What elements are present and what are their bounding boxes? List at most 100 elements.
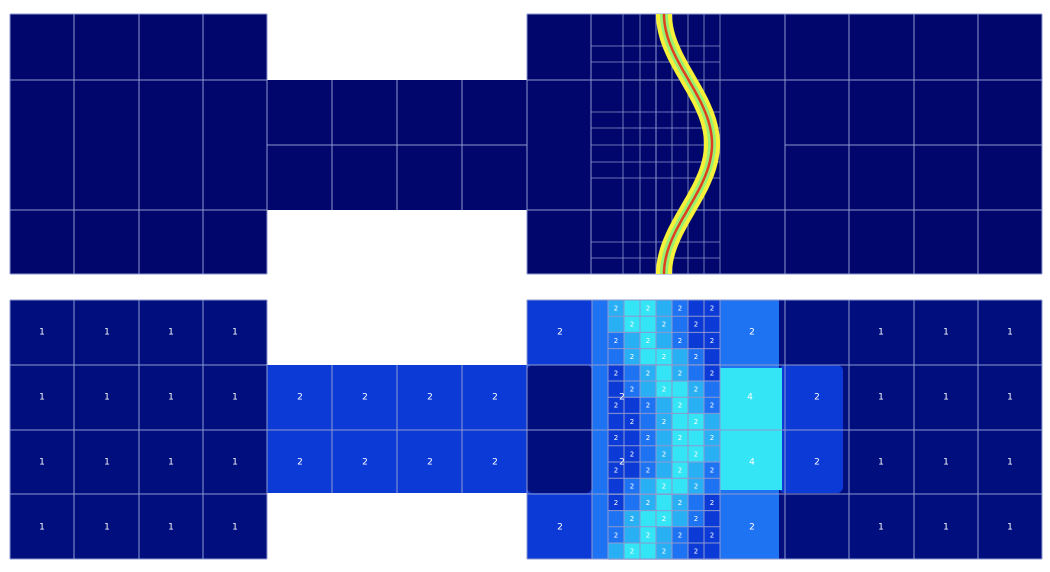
cell-label-level1: 1 [104,523,110,533]
fine-cell [608,494,624,511]
fine-cell [624,526,640,543]
fine-cell [672,445,688,462]
fine-cell [688,332,704,349]
fine-cell [672,300,688,317]
cell-label-level2: 2 [362,458,368,468]
fine-cell [688,445,704,462]
fine-cell [624,494,640,511]
cell-label-level1: 1 [878,393,884,403]
cell-label-level2: 2 [297,458,303,468]
fine-cell [688,316,704,333]
fine-cell [672,478,688,495]
fine-cell-label: 2 [646,531,650,539]
fine-cell-label: 2 [678,467,682,475]
fine-cell [640,478,656,495]
fine-cell [640,510,656,527]
fine-cell [656,381,672,398]
cell-label-level2: 2 [492,458,498,468]
fine-cell-label: 2 [662,483,666,491]
fine-cell [672,413,688,430]
cell-label-level1: 1 [104,393,110,403]
fine-cell [656,348,672,365]
cell-label-level1: 1 [39,458,45,468]
fine-cell-label: 2 [646,337,650,345]
fine-cell [608,413,624,430]
fine-cell [672,429,688,446]
fine-cell [624,316,640,333]
fine-cell [656,332,672,349]
fine-cell [656,494,672,511]
cell-label-level1: 1 [168,458,174,468]
fine-cell-label: 2 [694,483,698,491]
fine-cell [624,332,640,349]
fine-cell-label: 2 [694,321,698,329]
cell-label-level1: 1 [168,328,174,338]
fine-cell [640,462,656,479]
fine-cell-label: 2 [646,467,650,475]
fine-cell-label: 2 [678,305,682,313]
fine-cell [624,543,640,560]
fine-cell-label: 2 [614,305,618,313]
fine-cell [640,348,656,365]
fine-cell-label: 2 [710,434,714,442]
fine-cell [704,316,720,333]
fine-cell [704,445,720,462]
cell-label-center: 2 [749,328,755,338]
level2-side-left [527,365,592,493]
cell-label-center: 2 [749,523,755,533]
fine-cell [608,364,624,381]
fine-cell [704,364,720,381]
fine-cell [624,413,640,430]
fine-cell [688,364,704,381]
cell-label-level1: 1 [232,458,238,468]
fine-cell [608,348,624,365]
fine-cell [688,543,704,560]
fine-cell [624,300,640,317]
cell-label-level1: 1 [943,393,949,403]
fine-cell [672,381,688,398]
bottom-panel-refinement-level: 1 1 1 1 1 1 1 1 1 1 1 1 1 1 1 1 2 2 2 2 2 2 2 2 1 1 1 1 1 1 1 1 1 1 1 1 2 2 4 2… [9,299,1043,560]
fine-cell [688,397,704,414]
fine-cell [688,300,704,317]
fine-cell-label: 2 [678,369,682,377]
cell-label-level2: 2 [427,458,433,468]
cell-label-level2: 2 [492,393,498,403]
fine-cell-label: 2 [646,499,650,507]
fine-cell-label: 2 [646,305,650,313]
fine-cell [672,543,688,560]
fine-cell [656,413,672,430]
fine-cell [656,316,672,333]
fine-cell-label: 2 [646,369,650,377]
fine-cell [640,381,656,398]
fine-cell-label: 2 [662,450,666,458]
fine-cell-label: 2 [614,467,618,475]
fine-cell [672,364,688,381]
cell-label-level1: 1 [1007,523,1013,533]
fine-cell-label: 2 [614,434,618,442]
fine-cell [672,462,688,479]
fine-cell [688,526,704,543]
fine-cell [624,381,640,398]
fine-cell [640,332,656,349]
fine-cell [640,445,656,462]
fine-cell-label: 2 [710,402,714,410]
fine-cell [624,478,640,495]
cell-label-level1: 1 [168,523,174,533]
fine-cell [704,413,720,430]
fine-cell-label: 2 [694,353,698,361]
top-grid-lines [9,13,1043,275]
fine-cell-label: 2 [694,548,698,556]
fine-cell-label: 2 [630,418,634,426]
fine-cell [624,445,640,462]
fine-cell [688,381,704,398]
fine-cell-label: 2 [646,402,650,410]
fine-cell [608,543,624,560]
cell-label-level1: 1 [878,458,884,468]
cell-label-center: 4 [747,393,753,403]
fine-cell [608,478,624,495]
fine-cell-label: 2 [678,499,682,507]
cell-label-level1: 1 [232,393,238,403]
fine-cell-label: 2 [630,353,634,361]
fine-cell-label: 2 [694,450,698,458]
